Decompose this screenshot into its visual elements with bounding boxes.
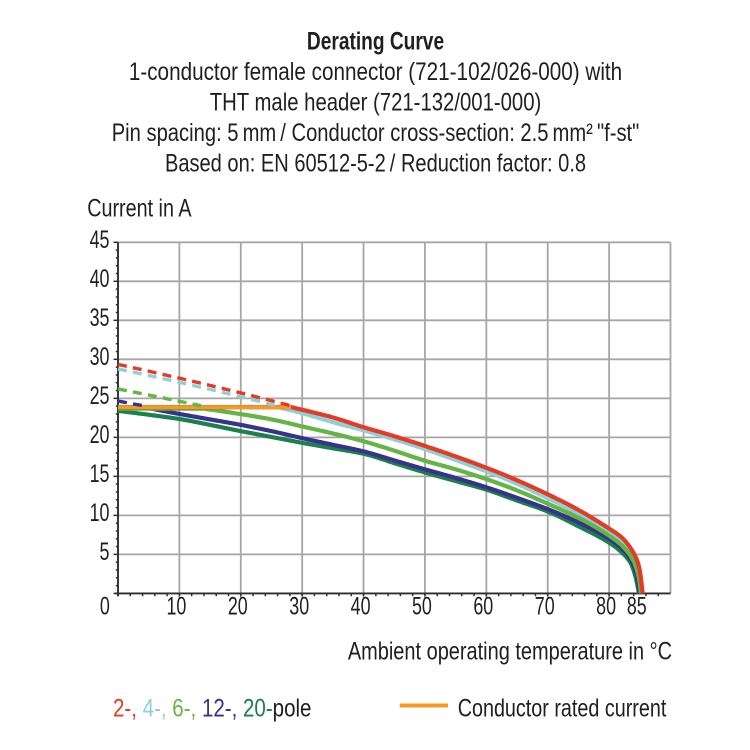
svg-text:Derating Curve: Derating Curve [307,27,444,55]
svg-text:Ambient operating temperature: Ambient operating temperature in °C [348,637,672,665]
svg-text:30: 30 [289,591,309,620]
svg-text:25: 25 [90,381,110,410]
svg-text:70: 70 [535,591,555,620]
svg-text:2-, 4-, 6-, 12-, 20-pole: 2-, 4-, 6-, 12-, 20-pole [113,693,311,721]
svg-text:Pin spacing: 5 mm / Conductor: Pin spacing: 5 mm / Conductor cross-sect… [112,118,640,147]
svg-text:60: 60 [473,591,493,620]
svg-text:THT male header (721-132/001-0: THT male header (721-132/001-000) [210,88,542,117]
svg-text:45: 45 [90,225,110,254]
svg-text:Conductor rated current: Conductor rated current [458,694,667,722]
svg-text:40: 40 [351,591,371,620]
svg-text:20: 20 [90,420,110,449]
svg-text:Current in A: Current in A [87,194,191,222]
svg-text:10: 10 [166,591,186,620]
svg-text:Based on: EN 60512-5-2 / Reduc: Based on: EN 60512-5-2 / Reduction facto… [165,149,586,178]
svg-text:20: 20 [228,591,248,620]
svg-text:85: 85 [627,591,647,620]
svg-text:1-conductor female connector (: 1-conductor female connector (721-102/02… [129,57,622,85]
svg-text:0: 0 [100,591,110,620]
svg-text:5: 5 [100,537,110,566]
svg-text:15: 15 [90,459,110,488]
svg-text:10: 10 [90,498,110,527]
svg-text:80: 80 [596,591,616,620]
svg-text:40: 40 [90,264,110,293]
svg-text:50: 50 [412,591,432,620]
svg-text:30: 30 [90,342,110,371]
svg-text:35: 35 [90,303,110,332]
